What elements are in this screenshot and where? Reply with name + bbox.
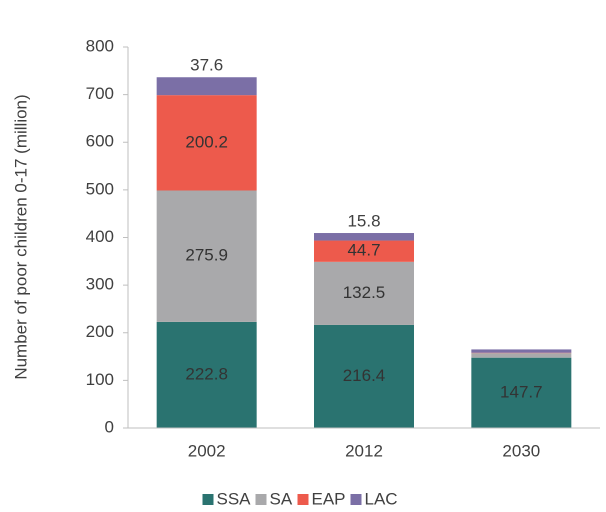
y-tick-label: 500 [86,179,114,198]
y-tick-label: 700 [86,84,114,103]
x-tick-label: 2030 [502,441,540,460]
legend-label: LAC [365,489,398,508]
legend-swatch [255,494,267,505]
y-tick-label: 100 [86,370,114,389]
bar-segment [156,95,257,191]
x-tick-label: 2002 [188,441,226,460]
bar-segment [156,321,257,428]
legend-label: SSA [217,489,252,508]
bar-segment [471,357,572,428]
bar-segment [471,349,572,353]
legend-swatch [350,494,362,505]
y-tick-label: 400 [86,227,114,246]
y-tick-label: 800 [86,36,114,55]
bar-segment [314,233,414,241]
value-label: 44.7 [347,241,380,260]
bar-segment [314,261,414,325]
bar-segment [471,353,572,358]
value-label: 147.7 [500,382,543,401]
value-label: 216.4 [343,366,386,385]
bar-segment [314,240,414,262]
y-tick-label: 300 [86,275,114,294]
value-label: 222.8 [185,364,228,383]
x-tick-label: 2012 [345,441,383,460]
legend-label: SA [270,489,293,508]
y-axis-label: Number of poor children 0-17 (million) [11,94,30,379]
y-tick-label: 0 [105,417,114,436]
value-label: 132.5 [343,283,386,302]
value-label: 37.6 [190,56,223,75]
value-label: 15.8 [347,212,380,231]
y-tick-label: 600 [86,132,114,151]
legend-label: EAP [312,489,346,508]
bar-segment [156,190,257,322]
bar-segment [156,77,257,96]
value-label: 200.2 [185,132,228,151]
legend-swatch [202,494,214,505]
value-label: 275.9 [185,246,228,265]
legend-swatch [297,494,309,505]
y-tick-label: 200 [86,322,114,341]
bar-segment [314,324,414,428]
